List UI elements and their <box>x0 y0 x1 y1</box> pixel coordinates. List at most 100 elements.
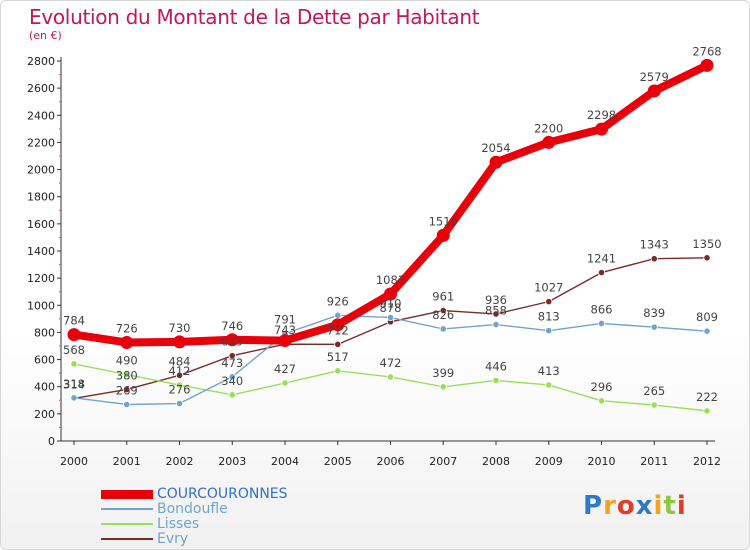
data-label-courcouronnes: 726 <box>116 321 138 335</box>
data-label-evry: 878 <box>380 301 402 315</box>
legend-label-lisses: Lisses <box>157 516 200 532</box>
data-point-courcouronnes <box>120 335 134 349</box>
chart-series <box>67 58 714 415</box>
data-label-bondoufle: 926 <box>327 294 349 308</box>
y-tick-label: 1800 <box>27 191 55 204</box>
data-label-bondoufle: 839 <box>643 306 665 320</box>
data-point-lisses <box>597 397 606 405</box>
data-point-bondoufle <box>175 399 184 408</box>
data-point-lisses <box>386 373 395 381</box>
y-tick-label: 1000 <box>27 299 55 312</box>
x-tick-label: 2009 <box>535 455 563 468</box>
data-point-courcouronnes <box>542 135 556 149</box>
logo-letter: i <box>653 491 664 521</box>
data-label-bondoufle: 813 <box>538 310 560 324</box>
data-point-courcouronnes <box>173 335 186 349</box>
data-label-courcouronnes: 1515 <box>429 214 458 228</box>
data-point-bondoufle <box>597 319 606 328</box>
logo-letter: r <box>603 491 617 521</box>
data-label-bondoufle: 858 <box>485 304 507 318</box>
data-point-evry <box>228 352 236 360</box>
data-label-courcouronnes: 746 <box>221 319 243 333</box>
data-point-courcouronnes <box>225 333 239 347</box>
data-point-courcouronnes <box>647 84 661 98</box>
y-tick-label: 200 <box>34 408 55 421</box>
x-tick-label: 2010 <box>588 455 616 468</box>
y-tick-label: 2600 <box>27 82 55 95</box>
chart-unit: (en €) <box>29 29 62 42</box>
data-point-courcouronnes <box>331 318 345 332</box>
data-label-courcouronnes: 2768 <box>692 44 721 58</box>
data-point-courcouronnes <box>436 228 450 242</box>
data-label-lisses: 427 <box>274 362 296 376</box>
data-point-lisses <box>175 381 184 389</box>
proxiti-logo: Proxiti <box>583 491 687 521</box>
data-label-evry: 1027 <box>534 281 563 295</box>
legend-label-courcouronnes: COURCOURONNES <box>157 486 288 502</box>
logo-letter: t <box>663 491 677 521</box>
data-label-bondoufle: 910 <box>380 297 402 311</box>
data-label-evry: 484 <box>169 354 191 368</box>
data-label-courcouronnes: 2298 <box>587 108 616 122</box>
legend-label-evry: Evry <box>157 531 189 547</box>
data-point-bondoufle <box>386 313 395 322</box>
y-tick-label: 400 <box>34 381 55 394</box>
x-tick-label: 2002 <box>166 455 194 468</box>
data-label-evry: 1241 <box>587 252 616 266</box>
data-label-evry: 961 <box>432 290 454 304</box>
data-label-lisses: 490 <box>116 354 138 368</box>
data-point-bondoufle <box>650 323 658 331</box>
data-point-lisses <box>123 370 131 379</box>
data-label-bondoufle: 473 <box>221 356 243 370</box>
data-point-evry <box>545 298 553 306</box>
data-point-bondoufle <box>545 327 553 335</box>
data-label-bondoufle: 276 <box>169 383 191 397</box>
data-label-lisses: 296 <box>591 380 613 394</box>
data-point-evry <box>597 268 606 277</box>
logo-letter: P <box>583 491 604 521</box>
data-point-lisses <box>439 383 447 391</box>
logo-letter: i <box>676 491 687 521</box>
data-point-evry <box>175 371 184 379</box>
data-label-bondoufle: 269 <box>116 383 138 397</box>
x-tick-label: 2012 <box>693 455 721 468</box>
data-label-evry: 380 <box>116 368 138 382</box>
data-point-lisses <box>492 376 500 385</box>
data-label-lisses: 413 <box>538 364 560 378</box>
data-point-lisses <box>650 401 658 409</box>
y-tick-label: 800 <box>34 326 55 339</box>
data-label-evry: 314 <box>63 377 85 391</box>
data-point-bondoufle <box>123 400 131 409</box>
data-label-evry: 712 <box>327 323 349 337</box>
x-tick-label: 2008 <box>482 455 510 468</box>
data-point-evry <box>123 385 131 394</box>
data-point-bondoufle <box>70 394 78 402</box>
y-tick-label: 2800 <box>27 55 55 68</box>
data-point-lisses <box>228 391 236 399</box>
data-label-courcouronnes: 730 <box>169 321 191 335</box>
data-label-courcouronnes: 2579 <box>640 70 669 84</box>
data-label-bondoufle: 826 <box>432 308 454 322</box>
chart-axes: 0 200 400 600 800 1000 1200 1400 1600 1800 2000 220… <box>27 55 721 468</box>
data-point-courcouronnes <box>595 122 608 136</box>
data-point-bondoufle <box>492 320 500 329</box>
data-label-courcouronnes: 1083 <box>376 273 405 287</box>
data-label-evry: 936 <box>485 293 507 307</box>
x-tick-label: 2004 <box>271 455 299 468</box>
data-label-bondoufle: 809 <box>696 310 718 324</box>
data-label-bondoufle: 318 <box>63 377 85 391</box>
data-point-courcouronnes <box>700 58 714 72</box>
logo-letter: x <box>635 491 654 521</box>
y-tick-label: 2400 <box>27 109 55 122</box>
x-tick-label: 2006 <box>377 455 405 468</box>
data-point-courcouronnes <box>489 155 503 169</box>
data-point-lisses <box>334 367 342 375</box>
y-tick-label: 2000 <box>27 164 55 177</box>
data-label-evry: 1350 <box>692 237 721 251</box>
legend-swatch-lisses <box>101 523 153 525</box>
data-label-evry: 1343 <box>640 238 669 252</box>
data-point-evry <box>650 255 658 263</box>
legend-label-bondoufle: Bondoufle <box>157 501 228 517</box>
